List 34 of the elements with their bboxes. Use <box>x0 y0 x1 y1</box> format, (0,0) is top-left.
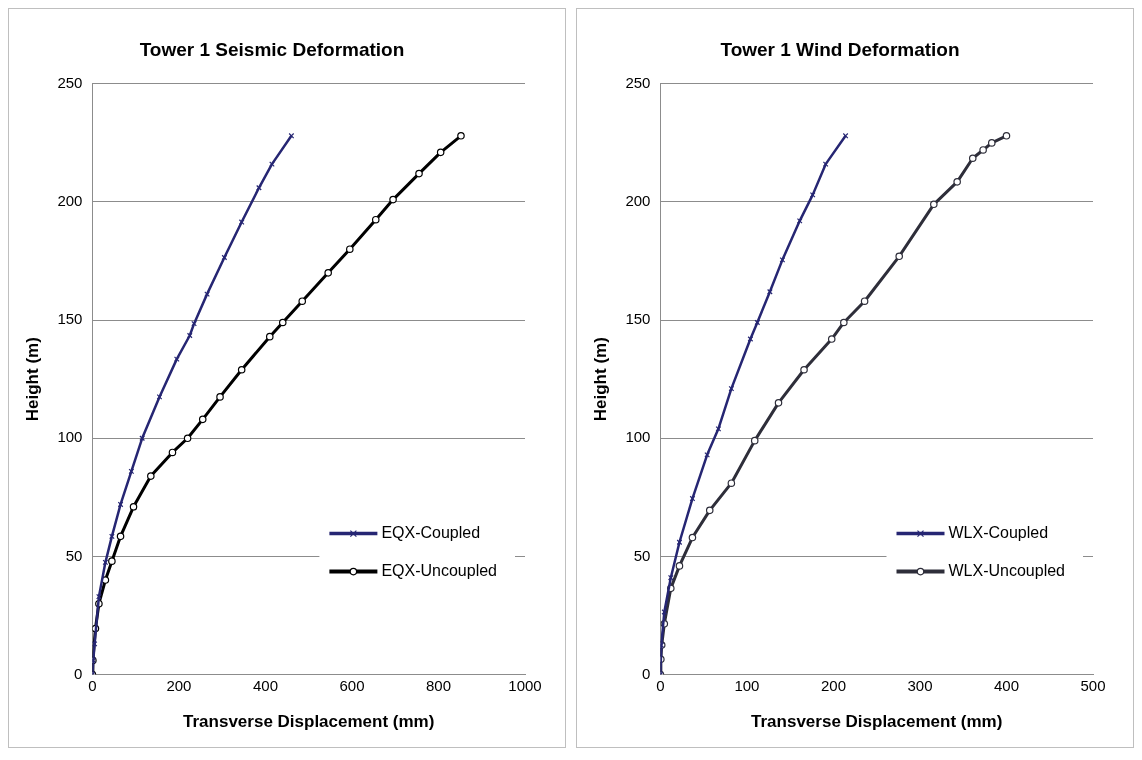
legend-label: WLX-Coupled <box>948 524 1049 542</box>
y-tick-label: 200 <box>57 192 83 210</box>
x-tick-label: 500 <box>1080 676 1106 694</box>
legend-label: EQX-Coupled <box>381 524 481 542</box>
legend-label: EQX-Uncoupled <box>381 562 498 580</box>
legend-label: WLX-Uncoupled <box>948 562 1065 580</box>
y-tick-label: 150 <box>57 310 83 328</box>
x-tick-label: 100 <box>734 676 760 694</box>
y-tick-label: 50 <box>633 546 651 564</box>
x-tick-label: 0 <box>88 676 97 694</box>
y-tick-label: 250 <box>625 73 651 91</box>
y-tick-label: 100 <box>625 428 651 446</box>
x-tick-label: 200 <box>166 676 192 694</box>
x-tick-label: 0 <box>656 676 665 694</box>
y-axis-title: Height (m) <box>590 337 610 422</box>
x-tick-label: 200 <box>820 676 846 694</box>
x-tick-label: 1000 <box>508 676 542 694</box>
x-axis-title: Transverse Displacement (mm) <box>751 712 1003 732</box>
y-tick-label: 250 <box>57 73 83 91</box>
x-tick-label: 800 <box>425 676 451 694</box>
y-axis-title: Height (m) <box>22 337 42 422</box>
x-axis-title: Transverse Displacement (mm) <box>183 712 435 732</box>
x-tick-label: 400 <box>252 676 278 694</box>
chart-title: Tower 1 Seismic Deformation <box>139 38 405 60</box>
y-tick-label: 200 <box>625 192 651 210</box>
y-tick-label: 50 <box>65 546 83 564</box>
x-tick-label: 300 <box>907 676 933 694</box>
y-tick-label: 100 <box>57 428 83 446</box>
y-tick-label: 0 <box>642 664 651 682</box>
chart-title: Tower 1 Wind Deformation <box>720 38 960 60</box>
y-tick-label: 0 <box>74 664 83 682</box>
x-tick-label: 400 <box>993 676 1019 694</box>
x-tick-label: 600 <box>339 676 365 694</box>
y-tick-label: 150 <box>625 310 651 328</box>
